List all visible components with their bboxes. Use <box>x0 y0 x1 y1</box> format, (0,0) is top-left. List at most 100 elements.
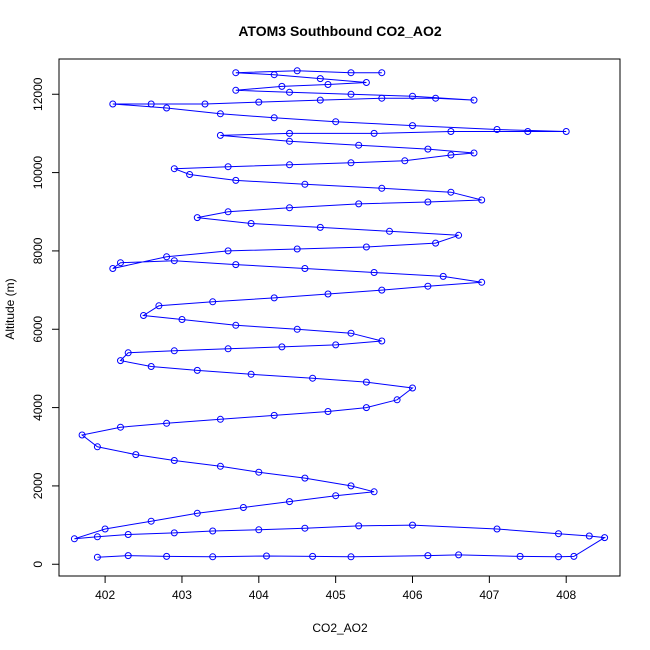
data-point <box>347 69 355 77</box>
data-point <box>478 196 486 204</box>
data-point <box>447 128 455 135</box>
chart-title: ATOM3 Southbound CO2_AO2 <box>238 23 441 39</box>
data-point <box>478 278 486 286</box>
x-tick-label: 404 <box>249 588 269 602</box>
data-point <box>70 535 78 543</box>
data-point <box>216 110 224 118</box>
data-point <box>270 114 278 122</box>
data-point <box>293 325 301 333</box>
y-tick-label: 8000 <box>31 237 45 264</box>
data-point <box>163 552 171 560</box>
data-point <box>386 227 393 235</box>
data-point <box>332 118 340 126</box>
data-point <box>147 363 155 370</box>
data-point <box>347 90 355 98</box>
data-point <box>255 98 263 106</box>
x-tick-label: 407 <box>479 588 499 602</box>
x-tick-label: 408 <box>556 588 576 602</box>
data-point <box>209 298 217 306</box>
series-line <box>74 70 607 558</box>
data-point <box>216 462 224 470</box>
data-point <box>470 96 478 104</box>
data-point <box>424 198 432 206</box>
data-point <box>109 265 117 272</box>
data-point <box>239 504 247 511</box>
data-point <box>232 86 240 94</box>
data-point <box>140 312 147 319</box>
data-point <box>232 321 240 329</box>
data-point <box>309 552 317 560</box>
data-point <box>232 261 240 269</box>
data-point <box>393 396 401 404</box>
data-point <box>516 552 524 560</box>
x-tick-label: 405 <box>326 588 346 602</box>
data-point <box>247 370 255 378</box>
data-point <box>232 69 240 77</box>
data-point <box>455 551 463 559</box>
data-point <box>301 180 309 188</box>
data-point <box>293 245 301 253</box>
x-tick-label: 402 <box>95 588 115 602</box>
y-axis-label: Altitude (m) <box>3 278 17 339</box>
data-point <box>524 128 532 135</box>
data-point <box>493 126 501 133</box>
data-point <box>432 239 440 247</box>
data-point <box>332 492 340 500</box>
data-point <box>378 286 386 294</box>
data-point <box>493 525 501 533</box>
data-point <box>224 208 232 216</box>
x-tick-label: 406 <box>402 588 422 602</box>
data-point <box>424 552 432 560</box>
data-point <box>355 522 363 530</box>
x-axis: 402 403 404 405 406 407 408 <box>95 576 577 602</box>
plot-frame <box>58 58 621 577</box>
data-point <box>93 533 101 541</box>
data-point <box>362 79 370 86</box>
data-point <box>278 82 286 90</box>
data-point <box>324 81 332 88</box>
data-point <box>301 474 309 482</box>
data-point <box>78 431 86 439</box>
data-point <box>278 343 286 351</box>
data-point <box>124 531 132 538</box>
data-point <box>286 161 293 169</box>
data-point <box>216 415 224 423</box>
data-point <box>362 378 370 386</box>
data-point <box>178 316 186 323</box>
data-point <box>209 527 217 535</box>
data-point <box>216 131 224 139</box>
y-tick-label: 2000 <box>31 472 45 499</box>
data-point <box>555 530 562 538</box>
data-point <box>301 524 309 532</box>
data-point <box>255 468 263 476</box>
y-axis: 0 2000 4000 6000 8000 10000 12000 <box>31 77 59 568</box>
data-point <box>224 247 232 255</box>
data-point <box>316 96 324 104</box>
data-point <box>370 488 378 496</box>
data-point <box>362 404 370 412</box>
data-point <box>163 419 171 427</box>
data-point <box>424 282 432 290</box>
data-point <box>324 290 332 298</box>
data-point <box>447 151 455 159</box>
data-point <box>324 408 332 415</box>
data-point <box>186 171 194 178</box>
data-point <box>370 269 378 276</box>
data-point <box>224 163 232 171</box>
data-point <box>601 534 609 542</box>
data-point <box>378 337 386 345</box>
data-point <box>224 345 232 353</box>
data-point <box>132 451 140 459</box>
data-point <box>347 553 355 561</box>
data-point <box>562 128 570 135</box>
data-point <box>555 553 562 561</box>
data-point <box>109 100 117 108</box>
y-tick-label: 10000 <box>31 156 45 190</box>
data-point <box>117 259 124 267</box>
data-point <box>432 94 440 102</box>
data-point <box>355 200 363 208</box>
data-point <box>362 243 370 251</box>
data-point <box>347 329 355 337</box>
data-point <box>193 509 201 517</box>
